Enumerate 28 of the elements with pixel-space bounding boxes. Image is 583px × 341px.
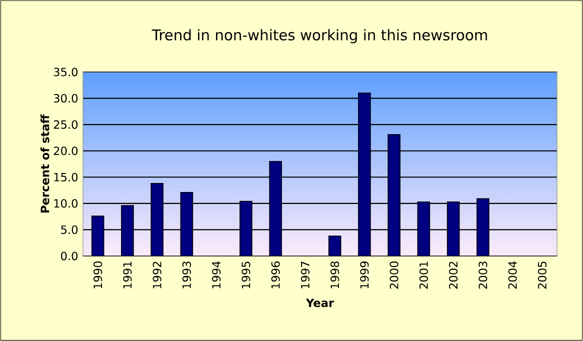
y-tick-label: 20.0 [54, 146, 78, 156]
x-tick-label: 1999 [360, 261, 369, 288]
y-tick-label: 0.0 [61, 252, 78, 260]
y-tick-label: 15.0 [54, 172, 78, 182]
x-tick-label: 2004 [508, 261, 517, 289]
y-tick-label: 10.0 [54, 199, 78, 208]
x-tick-label: 2000 [390, 261, 398, 289]
x-tick-label: 1997 [300, 262, 310, 288]
bar [328, 236, 342, 256]
y-axis-title: Percent of staff [40, 114, 50, 212]
x-tick-label: 1992 [152, 262, 162, 288]
x-tick-label: 1996 [271, 261, 280, 288]
x-tick-label: 1990 [94, 261, 102, 288]
x-tick-label: 1998 [330, 261, 340, 288]
x-tick-label: 1991 [123, 262, 132, 288]
x-tick-label: 1994 [212, 261, 221, 288]
x-tick-label: 1993 [182, 262, 191, 288]
y-tick-label: 25.0 [54, 120, 78, 129]
x-axis-title: Year [306, 298, 334, 308]
x-tick-label: 2005 [538, 262, 546, 289]
x-tick-label: 1995 [242, 262, 250, 288]
x-tick-label: 2001 [419, 262, 428, 289]
y-tick-label: 30.0 [54, 94, 78, 103]
y-tick-label: 5.0 [61, 225, 78, 234]
x-tick-label: 2003 [478, 262, 488, 289]
chart-title: Trend in non-whites working in this newsroom [152, 29, 487, 44]
y-tick-label: 35.0 [54, 68, 78, 76]
x-tick-label: 2002 [449, 262, 458, 289]
